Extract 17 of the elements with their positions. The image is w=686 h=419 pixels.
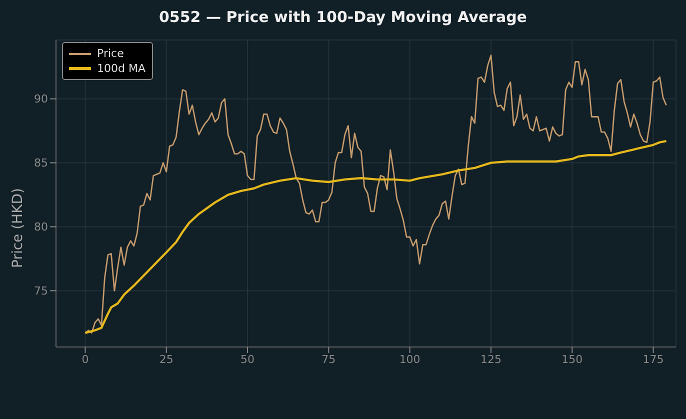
x-tick-label: 25 [159, 352, 174, 366]
y-tick-label: 80 [34, 220, 48, 234]
y-tick-label: 85 [34, 156, 48, 170]
y-tick-label: 75 [34, 284, 48, 298]
y-tick-label: 90 [34, 92, 48, 106]
x-tick-label: 175 [642, 352, 664, 366]
legend-label: Price [97, 46, 124, 61]
x-tick-label: 0 [82, 352, 89, 366]
x-tick-label: 125 [480, 352, 502, 366]
x-tick-label: 75 [322, 352, 336, 366]
x-tick-label: 150 [562, 352, 583, 366]
chart-title: 0552 — Price with 100-Day Moving Average [158, 8, 528, 26]
y-axis-title: Price (HKD) [10, 188, 26, 268]
x-tick-label: 50 [240, 352, 255, 366]
line-series [84, 140, 668, 334]
legend-label: 100d MA [97, 61, 146, 76]
x-tick-label: 100 [399, 352, 420, 366]
